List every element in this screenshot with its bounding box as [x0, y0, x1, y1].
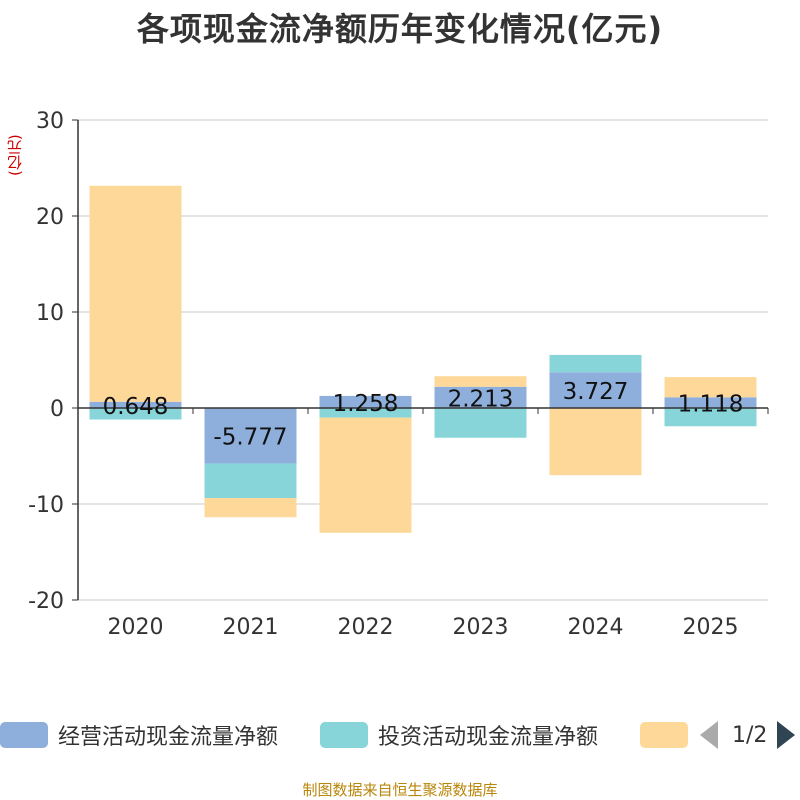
bar-series1-2022 — [319, 408, 412, 418]
legend-next-arrow-icon[interactable] — [777, 721, 796, 749]
legend: 经营活动现金流量净额 投资活动现金流量净额 1/2 — [0, 716, 800, 756]
legend-swatch-investing — [320, 722, 368, 748]
legend-swatch-financing — [640, 722, 688, 748]
data-labels: 0.648 -5.777 1.258 2.213 3.727 1.118 — [103, 379, 744, 451]
y-tick-label--10: -10 — [28, 493, 64, 518]
bar-series1-2024 — [549, 354, 642, 373]
bar-series2-2022 — [319, 417, 412, 533]
legend-label-operating: 经营活动现金流量净额 — [58, 725, 279, 750]
legend-page-indicator: 1/2 — [732, 722, 768, 748]
legend-swatch-operating — [0, 722, 48, 748]
bar-series1-2021 — [204, 463, 297, 499]
data-label-2023: 2.213 — [448, 386, 514, 412]
legend-label-investing: 投资活动现金流量净额 — [378, 725, 599, 750]
x-tick-label-2021: 2021 — [223, 615, 279, 640]
bar-series0-2020 — [89, 401, 182, 408]
bar-series2-2021 — [204, 498, 297, 518]
bar-series1-2023 — [434, 408, 527, 438]
bar-marks — [89, 185, 757, 533]
stacked-bar-chart: -20 -10 0 10 20 30 2020 2021 2022 2023 2024 2025 0.… — [28, 109, 769, 640]
bar-series0-2021 — [204, 408, 297, 464]
data-label-2021: -5.777 — [213, 425, 287, 451]
data-label-2024: 3.727 — [563, 379, 629, 405]
bar-series0-2025 — [664, 397, 757, 408]
bar-series2-2023 — [434, 376, 527, 387]
bar-series2-2025 — [664, 377, 757, 398]
legend-item-investing[interactable]: 投资活动现金流量净额 — [320, 720, 598, 750]
data-label-2020: 0.648 — [103, 394, 169, 420]
x-tick-label-2025: 2025 — [683, 615, 739, 640]
y-tick-label-0: 0 — [50, 397, 64, 422]
bar-series0-2023 — [434, 386, 527, 408]
legend-pager: 1/2 — [700, 720, 796, 750]
y-tick-label-30: 30 — [36, 109, 64, 134]
legend-prev-arrow-icon[interactable] — [700, 721, 718, 749]
x-tick-label-2022: 2022 — [338, 615, 394, 640]
chart-title: 各项现金流净额历年变化情况(亿元) — [136, 10, 664, 48]
data-label-2022: 1.258 — [333, 391, 399, 417]
data-source-footer: 制图数据来自恒生聚源数据库 — [302, 781, 498, 799]
x-tick-label-2020: 2020 — [108, 615, 164, 640]
bar-series2-2024 — [549, 408, 642, 476]
x-tick-label-2023: 2023 — [453, 615, 509, 640]
legend-item-financing[interactable] — [640, 720, 698, 750]
y-tick-label-10: 10 — [36, 301, 64, 326]
y-tick-label--20: -20 — [28, 589, 64, 614]
y-tick-label-20: 20 — [36, 205, 64, 230]
axes: -20 -10 0 10 20 30 2020 2021 2022 2023 2024 2025 — [28, 109, 769, 640]
x-tick-label-2024: 2024 — [568, 615, 624, 640]
bar-series0-2022 — [319, 395, 412, 408]
bar-series2-2020 — [89, 185, 182, 402]
legend-item-operating[interactable]: 经营活动现金流量净额 — [0, 720, 278, 750]
bar-series0-2024 — [549, 372, 642, 408]
bar-series1-2025 — [664, 408, 757, 427]
bar-series1-2020 — [89, 408, 182, 420]
data-label-2025: 1.118 — [678, 392, 744, 418]
